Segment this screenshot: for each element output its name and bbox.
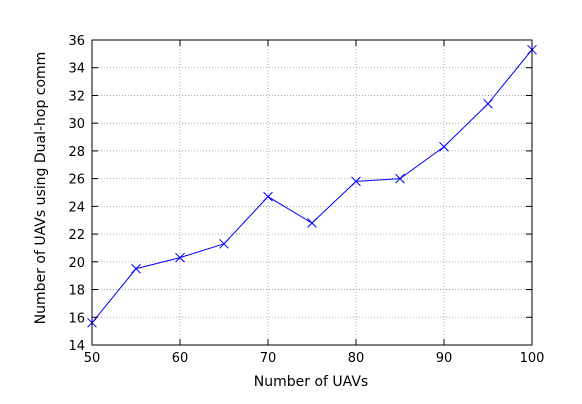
data-point-marker bbox=[439, 141, 449, 152]
x-tick-label: 60 bbox=[172, 351, 189, 366]
data-point-marker bbox=[307, 218, 317, 228]
x-tick-label: 90 bbox=[436, 351, 453, 366]
data-point-marker bbox=[395, 173, 405, 184]
y-tick-label: 16 bbox=[68, 311, 85, 326]
y-tick-label: 36 bbox=[68, 34, 85, 49]
y-tick-label: 14 bbox=[68, 339, 85, 354]
x-tick-label: 100 bbox=[520, 351, 545, 366]
y-tick-label: 22 bbox=[68, 228, 85, 243]
x-tick-label: 80 bbox=[348, 351, 365, 366]
y-tick-label: 32 bbox=[68, 89, 85, 104]
x-tick-label: 50 bbox=[84, 351, 101, 366]
grid-lines bbox=[92, 40, 532, 345]
axis-ticks bbox=[91, 39, 533, 346]
y-tick-label: 28 bbox=[68, 145, 85, 160]
y-tick-label: 26 bbox=[68, 173, 85, 188]
data-markers bbox=[87, 44, 537, 328]
y-tick-label: 18 bbox=[68, 284, 85, 299]
data-point-marker bbox=[263, 191, 273, 202]
data-point-marker bbox=[219, 238, 229, 249]
series-line bbox=[91, 49, 533, 324]
series-lines bbox=[91, 49, 533, 324]
y-tick-label: 34 bbox=[68, 62, 85, 77]
data-point-marker bbox=[351, 176, 361, 187]
x-axis-label: Number of UAVs bbox=[254, 374, 368, 390]
y-tick-label: 24 bbox=[68, 200, 85, 215]
y-tick-label: 20 bbox=[68, 256, 85, 271]
y-tick-label: 30 bbox=[68, 117, 85, 132]
x-tick-labels: 50 60 70 80 90 100 bbox=[84, 351, 545, 366]
x-tick-label: 70 bbox=[260, 351, 277, 366]
plot-frame bbox=[91, 39, 533, 346]
data-point-marker bbox=[483, 98, 493, 109]
y-tick-labels: 14 16 18 20 22 24 26 28 30 32 34 36 bbox=[68, 34, 85, 354]
data-point-marker bbox=[175, 252, 185, 263]
y-axis-label: Number of UAVs using Dual-hop comm bbox=[33, 52, 49, 325]
data-point-marker bbox=[131, 263, 141, 274]
